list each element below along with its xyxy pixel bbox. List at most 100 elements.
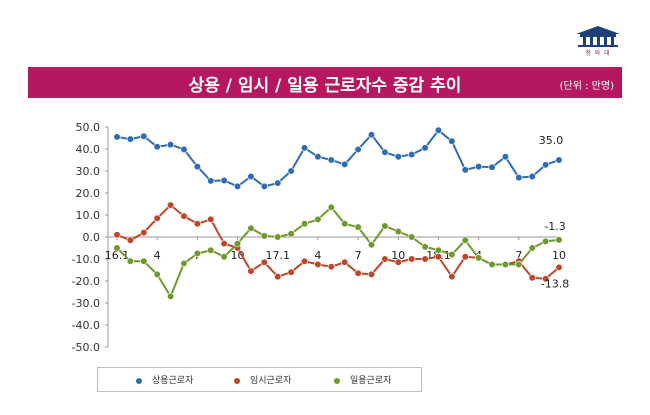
data-label: 35.0 [539, 134, 564, 147]
data-point-1 [126, 236, 134, 244]
data-point-2 [434, 246, 443, 254]
x-tick-label: 17.1 [265, 249, 290, 262]
data-point-1 [421, 255, 429, 263]
data-point-1 [542, 275, 550, 283]
data-point-2 [260, 232, 268, 240]
data-point-0 [542, 161, 550, 169]
y-tick-label: -40.0 [72, 319, 100, 332]
data-point-2 [287, 230, 295, 238]
legend-item-daily: 일용근로자 [334, 373, 391, 386]
data-point-0 [220, 176, 228, 185]
data-point-0 [421, 144, 429, 152]
data-point-2 [381, 222, 389, 230]
line-chart: 50.0 40.0 30.0 20.0 10.0 0.0 -10.0 -20.0 -30.0 -4… [72, 121, 570, 354]
data-point-2 [354, 223, 362, 231]
x-tick-label: 10 [391, 249, 405, 262]
x-tick-label: 10 [552, 249, 566, 262]
data-point-1 [153, 214, 161, 222]
data-point-0 [247, 172, 255, 181]
cheongwadae-logo-icon [576, 26, 620, 47]
data-point-2 [193, 249, 201, 258]
y-tick-label: 0.0 [83, 231, 101, 244]
y-tick-label: -20.0 [72, 275, 100, 288]
data-point-2 [475, 254, 483, 262]
y-tick-label: 50.0 [76, 121, 101, 134]
data-point-1 [327, 263, 335, 271]
data-point-0 [341, 160, 349, 168]
data-point-0 [287, 167, 295, 175]
data-point-2 [367, 241, 376, 249]
data-point-1 [448, 273, 456, 281]
data-point-0 [126, 135, 134, 143]
data-point-1 [274, 273, 282, 281]
data-point-1 [394, 258, 402, 266]
data-point-1 [528, 274, 536, 282]
data-point-1 [341, 258, 349, 266]
data-point-1 [461, 253, 469, 261]
data-point-0 [528, 172, 536, 181]
title-bar: 상용 / 임시 / 일용 근로자수 증감 추이 (단위 : 만명) [28, 67, 622, 98]
data-point-2 [461, 236, 469, 244]
chart-title: 상용 / 임시 / 일용 근로자수 증감 추이 [188, 76, 462, 96]
data-point-2 [501, 260, 510, 269]
data-point-1 [408, 255, 416, 263]
data-point-0 [408, 150, 416, 159]
data-point-2 [448, 251, 456, 259]
data-point-2 [394, 227, 402, 236]
data-point-0 [260, 182, 268, 190]
data-point-2 [528, 244, 536, 252]
data-point-0 [461, 166, 469, 174]
data-point-2 [488, 260, 496, 269]
legend-item-regular: 상용근로자 [136, 373, 193, 386]
data-point-0 [448, 137, 456, 145]
data-point-0 [501, 153, 510, 161]
data-point-2 [555, 236, 563, 244]
data-point-1 [180, 212, 188, 220]
data-point-1 [193, 220, 201, 228]
data-point-0 [140, 132, 148, 140]
series-line-2 [116, 205, 560, 299]
data-point-2 [166, 292, 175, 301]
data-point-0 [113, 133, 121, 141]
data-point-2 [421, 243, 429, 251]
data-point-0 [166, 141, 175, 149]
data-point-0 [555, 156, 563, 164]
y-tick-label: -50.0 [72, 341, 100, 354]
data-point-0 [381, 148, 389, 156]
data-point-0 [475, 163, 483, 171]
legend-label-daily: 일용근로자 [350, 376, 392, 386]
data-point-0 [327, 156, 335, 164]
data-point-0 [153, 143, 161, 151]
legend-marker-regular [136, 377, 142, 384]
data-point-1 [207, 215, 215, 223]
x-tick-label: 4 [154, 249, 161, 262]
data-point-1 [354, 269, 362, 277]
x-tick-label: 16.1 [105, 249, 130, 262]
x-tick-label: 7 [355, 249, 362, 262]
data-point-2 [247, 224, 255, 232]
x-tick-label: 7 [515, 249, 522, 262]
legend-item-temporary: 임시근로자 [234, 373, 291, 386]
data-point-0 [193, 163, 201, 171]
data-point-2 [153, 270, 161, 279]
data-point-1 [140, 229, 148, 237]
x-tick-label: 4 [314, 249, 321, 262]
data-label: -13.8 [541, 277, 569, 290]
data-point-1 [381, 255, 389, 263]
data-point-2 [140, 257, 148, 265]
y-tick-label: -30.0 [72, 297, 100, 310]
data-point-2 [233, 240, 242, 248]
y-tick-label: 40.0 [76, 143, 101, 156]
data-point-2 [515, 260, 523, 269]
data-point-1 [555, 263, 563, 271]
logo-text: 청 와 대 [585, 50, 611, 57]
data-point-0 [367, 131, 376, 139]
data-point-1 [166, 201, 175, 209]
data-point-0 [515, 174, 523, 182]
y-tick-label: 10.0 [76, 209, 101, 222]
data-point-1 [247, 267, 255, 275]
legend-marker-temporary [234, 377, 240, 384]
data-point-2 [113, 244, 121, 252]
legend-label-regular: 상용근로자 [152, 376, 194, 386]
data-label: -1.3 [544, 220, 565, 233]
